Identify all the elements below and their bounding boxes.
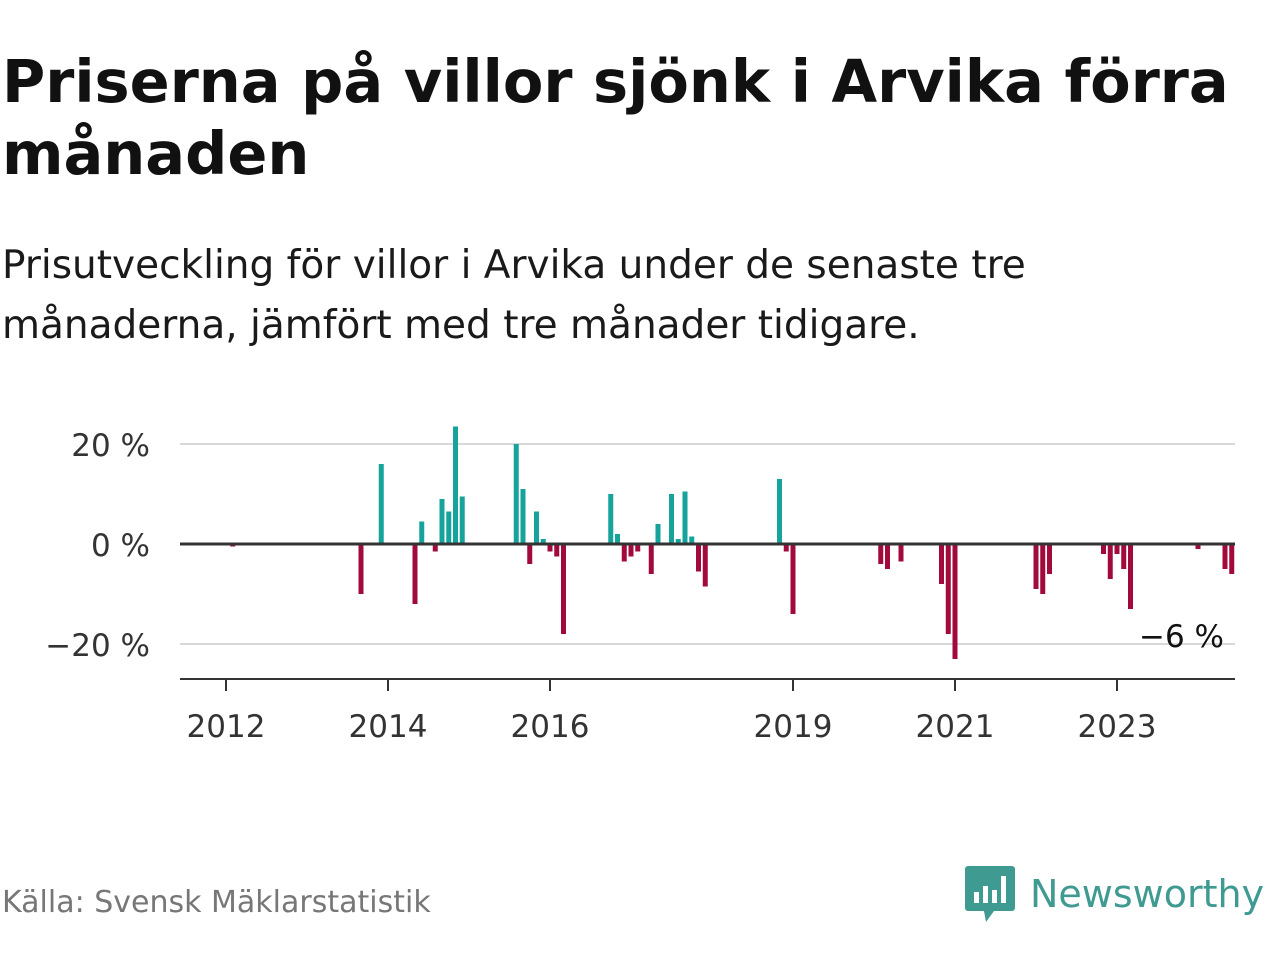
brand-name: Newsworthy bbox=[1030, 872, 1265, 916]
bar bbox=[608, 494, 614, 544]
bar bbox=[689, 536, 695, 544]
bar bbox=[412, 544, 418, 604]
source-note: Källa: Svensk Mäklarstatistik bbox=[2, 885, 431, 920]
bar bbox=[453, 426, 458, 544]
x-tick-label: 2021 bbox=[916, 709, 995, 745]
bar bbox=[520, 489, 526, 544]
bar bbox=[446, 511, 452, 544]
bar bbox=[702, 544, 708, 587]
bar bbox=[628, 544, 634, 557]
bar bbox=[790, 544, 796, 614]
bar bbox=[534, 511, 539, 544]
newsworthy-logo: Newsworthy bbox=[964, 864, 1264, 924]
bar bbox=[459, 496, 465, 544]
x-tick-label: 2023 bbox=[1078, 709, 1157, 745]
bar-chart: 20 % 0 % −20 % 2012 2014 2016 2019 2021 2023 −6 % bbox=[45, 426, 1235, 745]
bar bbox=[1047, 544, 1052, 574]
bar bbox=[540, 539, 546, 544]
bar bbox=[1121, 544, 1127, 569]
bar bbox=[1222, 544, 1228, 569]
bar bbox=[615, 534, 620, 544]
x-tick-label: 2019 bbox=[754, 709, 833, 745]
bar bbox=[898, 544, 904, 562]
bar bbox=[527, 544, 533, 564]
bar bbox=[1040, 544, 1046, 594]
bar bbox=[1195, 544, 1201, 549]
chart-title: Priserna på villor sjönk i Arvika förra … bbox=[2, 47, 1229, 188]
y-tick-label: 20 % bbox=[71, 428, 150, 464]
bar bbox=[655, 524, 661, 544]
x-tick-label: 2016 bbox=[511, 709, 590, 745]
bar bbox=[561, 544, 566, 634]
newsworthy-icon bbox=[965, 866, 1015, 922]
bar bbox=[885, 544, 890, 569]
bar bbox=[432, 544, 438, 552]
chart-subtitle: Prisutveckling för villor i Arvika under… bbox=[2, 243, 1026, 348]
bar bbox=[358, 544, 364, 594]
bar bbox=[419, 521, 425, 544]
bar bbox=[669, 494, 674, 544]
x-tick-label: 2014 bbox=[349, 709, 428, 745]
bar bbox=[696, 544, 701, 572]
bar bbox=[777, 479, 782, 544]
bar bbox=[682, 491, 688, 544]
bar bbox=[1114, 544, 1120, 554]
bar bbox=[945, 544, 951, 634]
bar bbox=[939, 544, 944, 584]
last-value-label: −6 % bbox=[1139, 619, 1224, 655]
bar bbox=[1107, 544, 1113, 579]
bar bbox=[635, 544, 641, 552]
bar bbox=[648, 544, 654, 574]
bar bbox=[1229, 544, 1235, 574]
bar bbox=[621, 544, 627, 562]
bar bbox=[878, 544, 884, 564]
bar bbox=[1128, 544, 1133, 609]
bar bbox=[675, 539, 681, 544]
y-tick-label: 0 % bbox=[91, 528, 150, 564]
bar bbox=[554, 544, 560, 557]
bar bbox=[439, 499, 445, 544]
bar bbox=[1033, 544, 1039, 589]
bar bbox=[547, 544, 553, 552]
bar bbox=[513, 444, 519, 544]
bar bbox=[783, 544, 789, 552]
bar bbox=[952, 544, 958, 659]
y-tick-label: −20 % bbox=[45, 628, 150, 664]
x-tick-label: 2012 bbox=[187, 709, 266, 745]
bar bbox=[1101, 544, 1106, 554]
bar bbox=[378, 464, 384, 544]
